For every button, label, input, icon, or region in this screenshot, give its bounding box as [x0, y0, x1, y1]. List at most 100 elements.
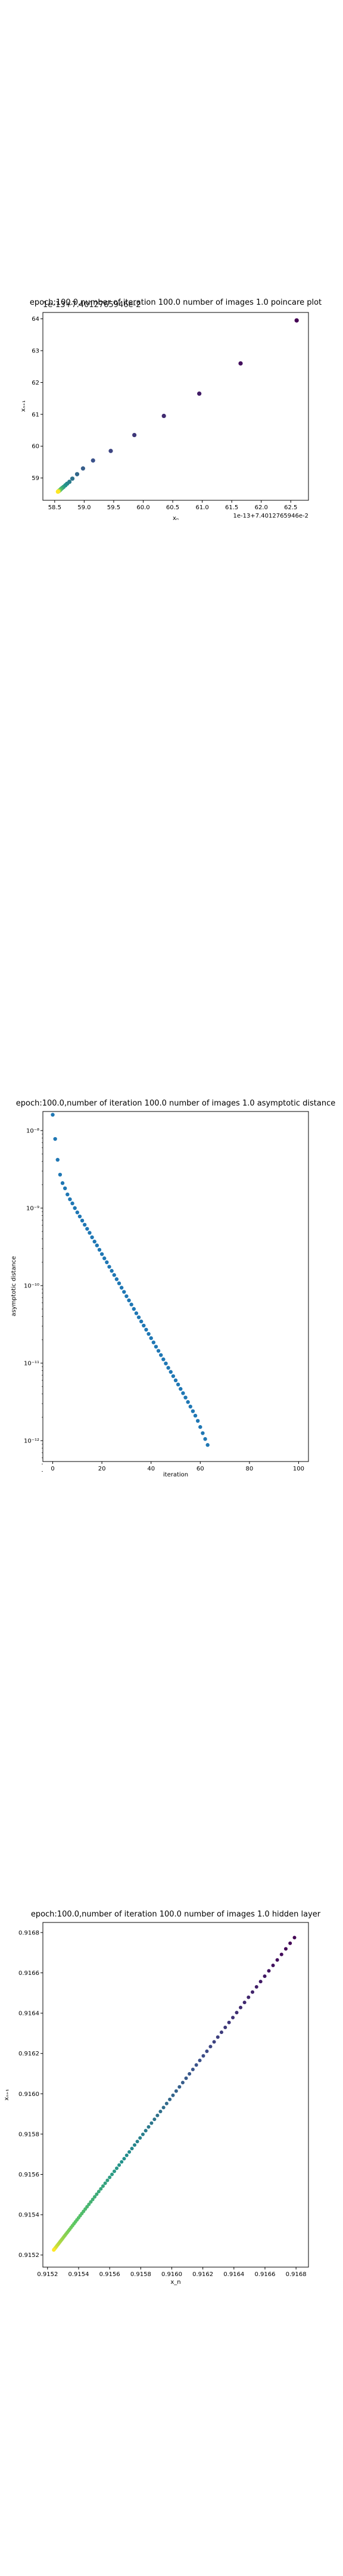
hidden-layer-ytick-label: 0.9158: [18, 2131, 39, 2138]
poincare-point: [238, 361, 243, 366]
asymptotic-point: [205, 1443, 210, 1447]
asymptotic-point: [171, 1374, 176, 1378]
hidden-layer-point: [120, 2160, 124, 2164]
hidden-layer-xtick-label: 0.9154: [68, 2271, 89, 2278]
poincare-point: [161, 413, 166, 419]
asymptotic-point: [124, 1294, 129, 1298]
hidden-layer-point: [122, 2157, 126, 2161]
hidden-layer-xtick-label: 0.9156: [99, 2271, 120, 2278]
poincare-point: [80, 466, 85, 471]
hidden-layer-point: [227, 2020, 231, 2024]
hidden-layer-point: [184, 2076, 188, 2080]
asymptotic-point: [166, 1366, 170, 1370]
asymptotic-point: [142, 1323, 146, 1328]
asymptotic-point: [129, 1302, 133, 1306]
hidden-layer-point: [164, 2101, 169, 2106]
hidden-layer-point: [138, 2136, 142, 2140]
asymptotic-point: [51, 1113, 55, 1117]
hidden-layer-point: [99, 2187, 103, 2191]
hidden-layer-point: [146, 2125, 151, 2129]
poincare-point: [91, 458, 95, 463]
asymptotic-point: [201, 1431, 205, 1435]
hidden-layer-point: [91, 2197, 95, 2202]
asymptotic-point: [88, 1231, 92, 1235]
asymptotic-point: [117, 1281, 121, 1286]
asymptotic-xtick-label: 60: [197, 1466, 204, 1472]
asymptotic-point: [53, 1137, 57, 1141]
hidden-layer-title: epoch:100.0,number of iteration 100.0 nu…: [31, 1910, 321, 1919]
asymptotic-point: [188, 1404, 192, 1409]
hidden-layer-point: [89, 2200, 93, 2204]
asymptotic-point: [164, 1361, 168, 1366]
asymptotic-point: [92, 1239, 96, 1244]
hidden-layer-ytick-label: 0.9160: [18, 2091, 39, 2098]
hidden-layer-point: [108, 2175, 112, 2179]
hidden-layer-points: [52, 1936, 297, 2252]
asymptotic-point: [132, 1306, 136, 1311]
asymptotic-point: [107, 1265, 111, 1269]
hidden-layer-xtick-label: 0.9164: [223, 2271, 244, 2278]
asymptotic-point: [191, 1409, 195, 1413]
hidden-layer-point: [258, 1980, 263, 1984]
hidden-layer-point: [105, 2178, 110, 2182]
hidden-layer-ytick-label: 0.9164: [18, 2011, 39, 2017]
poincare-title: epoch:100.0,number of iteration 100.0 nu…: [30, 298, 322, 307]
asymptotic-xtick-label: 0: [51, 1466, 54, 1472]
asymptotic-point: [60, 1181, 65, 1185]
asymptotic-xtick-label: 80: [246, 1466, 254, 1472]
asymptotic-point: [139, 1319, 144, 1324]
asymptotic-point: [176, 1382, 180, 1387]
asymptotic-point: [193, 1413, 198, 1418]
poincare-point: [108, 448, 113, 453]
hidden-layer-point: [52, 2248, 56, 2252]
asymptotic-point: [85, 1227, 89, 1231]
poincare-xtick-label: 59.0: [77, 504, 91, 511]
hidden-layer-point: [267, 1969, 271, 1973]
asymptotic-point: [99, 1252, 104, 1256]
hidden-layer-ytick-label: 0.9156: [18, 2172, 39, 2178]
asymptotic-point: [70, 1201, 74, 1206]
poincare-overlay-text: 1e-13+7.4012765946e-2: [43, 301, 141, 309]
asymptotic-ytick-label: 10⁻¹²: [24, 1438, 39, 1445]
asymptotic-xtick-label: 100: [293, 1466, 304, 1472]
hidden-layer-point: [235, 2011, 239, 2015]
asymptotic-point: [90, 1235, 94, 1240]
hidden-layer-point: [205, 2049, 209, 2053]
hidden-layer-point: [103, 2181, 107, 2185]
hidden-layer-point: [242, 2001, 247, 2005]
hidden-layer-point: [251, 1990, 255, 1994]
poincare-point: [55, 489, 60, 494]
poincare-xtick-label: 60.5: [166, 504, 179, 511]
asymptotic-xlabel: iteration: [163, 1472, 188, 1478]
asymptotic-point: [95, 1243, 99, 1247]
hidden-layer-ylabel: xₙ₊₁: [4, 2089, 10, 2100]
asymptotic-point: [114, 1277, 119, 1281]
poincare-axes-frame: [42, 312, 309, 501]
hidden-layer-point: [239, 2005, 243, 2010]
poincare-ticks: 58.5 59.0 59.5 60.0 60.5 61.0 61.5 62.0 62.5 59 60…: [32, 316, 297, 511]
poincare-points: [55, 318, 299, 494]
hidden-layer-point: [124, 2153, 129, 2157]
asymptotic-point: [203, 1437, 207, 1441]
poincare-point: [294, 318, 299, 323]
hidden-layer-point: [96, 2190, 101, 2194]
poincare-ytick-label: 61: [32, 411, 39, 418]
poincare-point: [70, 476, 75, 481]
hidden-layer-point: [152, 2117, 157, 2122]
asymptotic-point: [58, 1172, 63, 1177]
asymptotic-point: [66, 1192, 70, 1197]
hidden-layer-point: [158, 2110, 163, 2114]
poincare-ytick-label: 62: [32, 380, 39, 386]
hidden-layer-ytick-label: 0.9168: [18, 1930, 39, 1936]
asymptotic-point: [102, 1256, 107, 1261]
asymptotic-point: [154, 1345, 158, 1349]
asymptotic-point: [127, 1298, 131, 1302]
poincare-ytick-label: 60: [32, 444, 39, 450]
hidden-layer-point: [180, 2080, 185, 2085]
hidden-layer-xtick-label: 0.9158: [130, 2271, 151, 2278]
hidden-layer-point: [130, 2147, 134, 2151]
asymptotic-point: [63, 1186, 67, 1191]
hidden-layer-point: [201, 2054, 205, 2058]
poincare-ytick-label: 63: [32, 348, 39, 355]
poincare-plot: 58.5 59.0 59.5 60.0 60.5 61.0 61.5 62.0 62.5 59 60…: [20, 298, 322, 522]
